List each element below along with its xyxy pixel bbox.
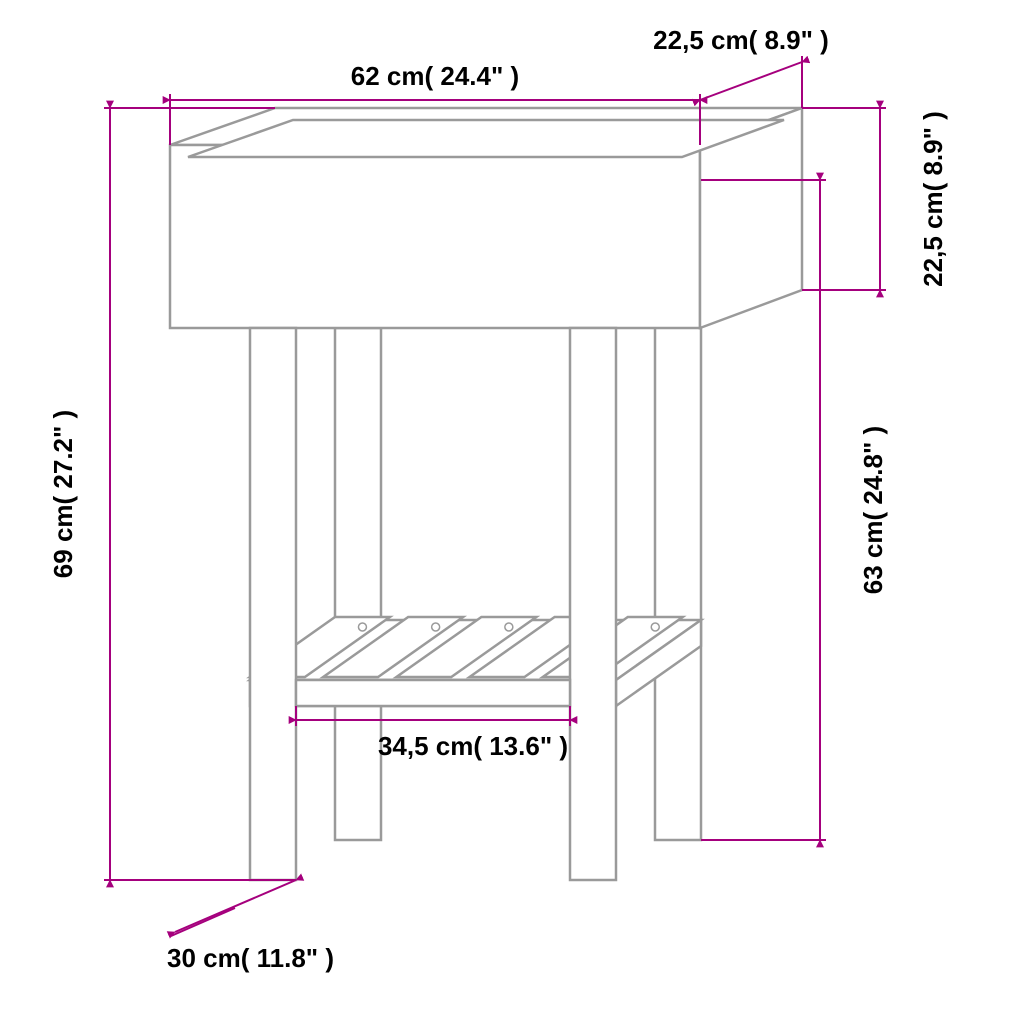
dim-base-depth	[175, 880, 296, 932]
dim-top-depth	[700, 62, 802, 100]
label-total-height: 69 cm( 27.2" )	[48, 410, 78, 578]
label-shelf-width: 34,5 cm( 13.6" )	[378, 731, 568, 761]
label-leg-height: 63 cm( 24.8" )	[858, 426, 888, 594]
planter-drawing	[170, 108, 802, 880]
label-top-width: 62 cm( 24.4" )	[351, 61, 519, 91]
label-top-depth: 22,5 cm( 8.9" )	[653, 25, 829, 55]
label-base-depth: 30 cm( 11.8" )	[167, 943, 334, 973]
label-box-height: 22,5 cm( 8.9" )	[918, 111, 948, 287]
